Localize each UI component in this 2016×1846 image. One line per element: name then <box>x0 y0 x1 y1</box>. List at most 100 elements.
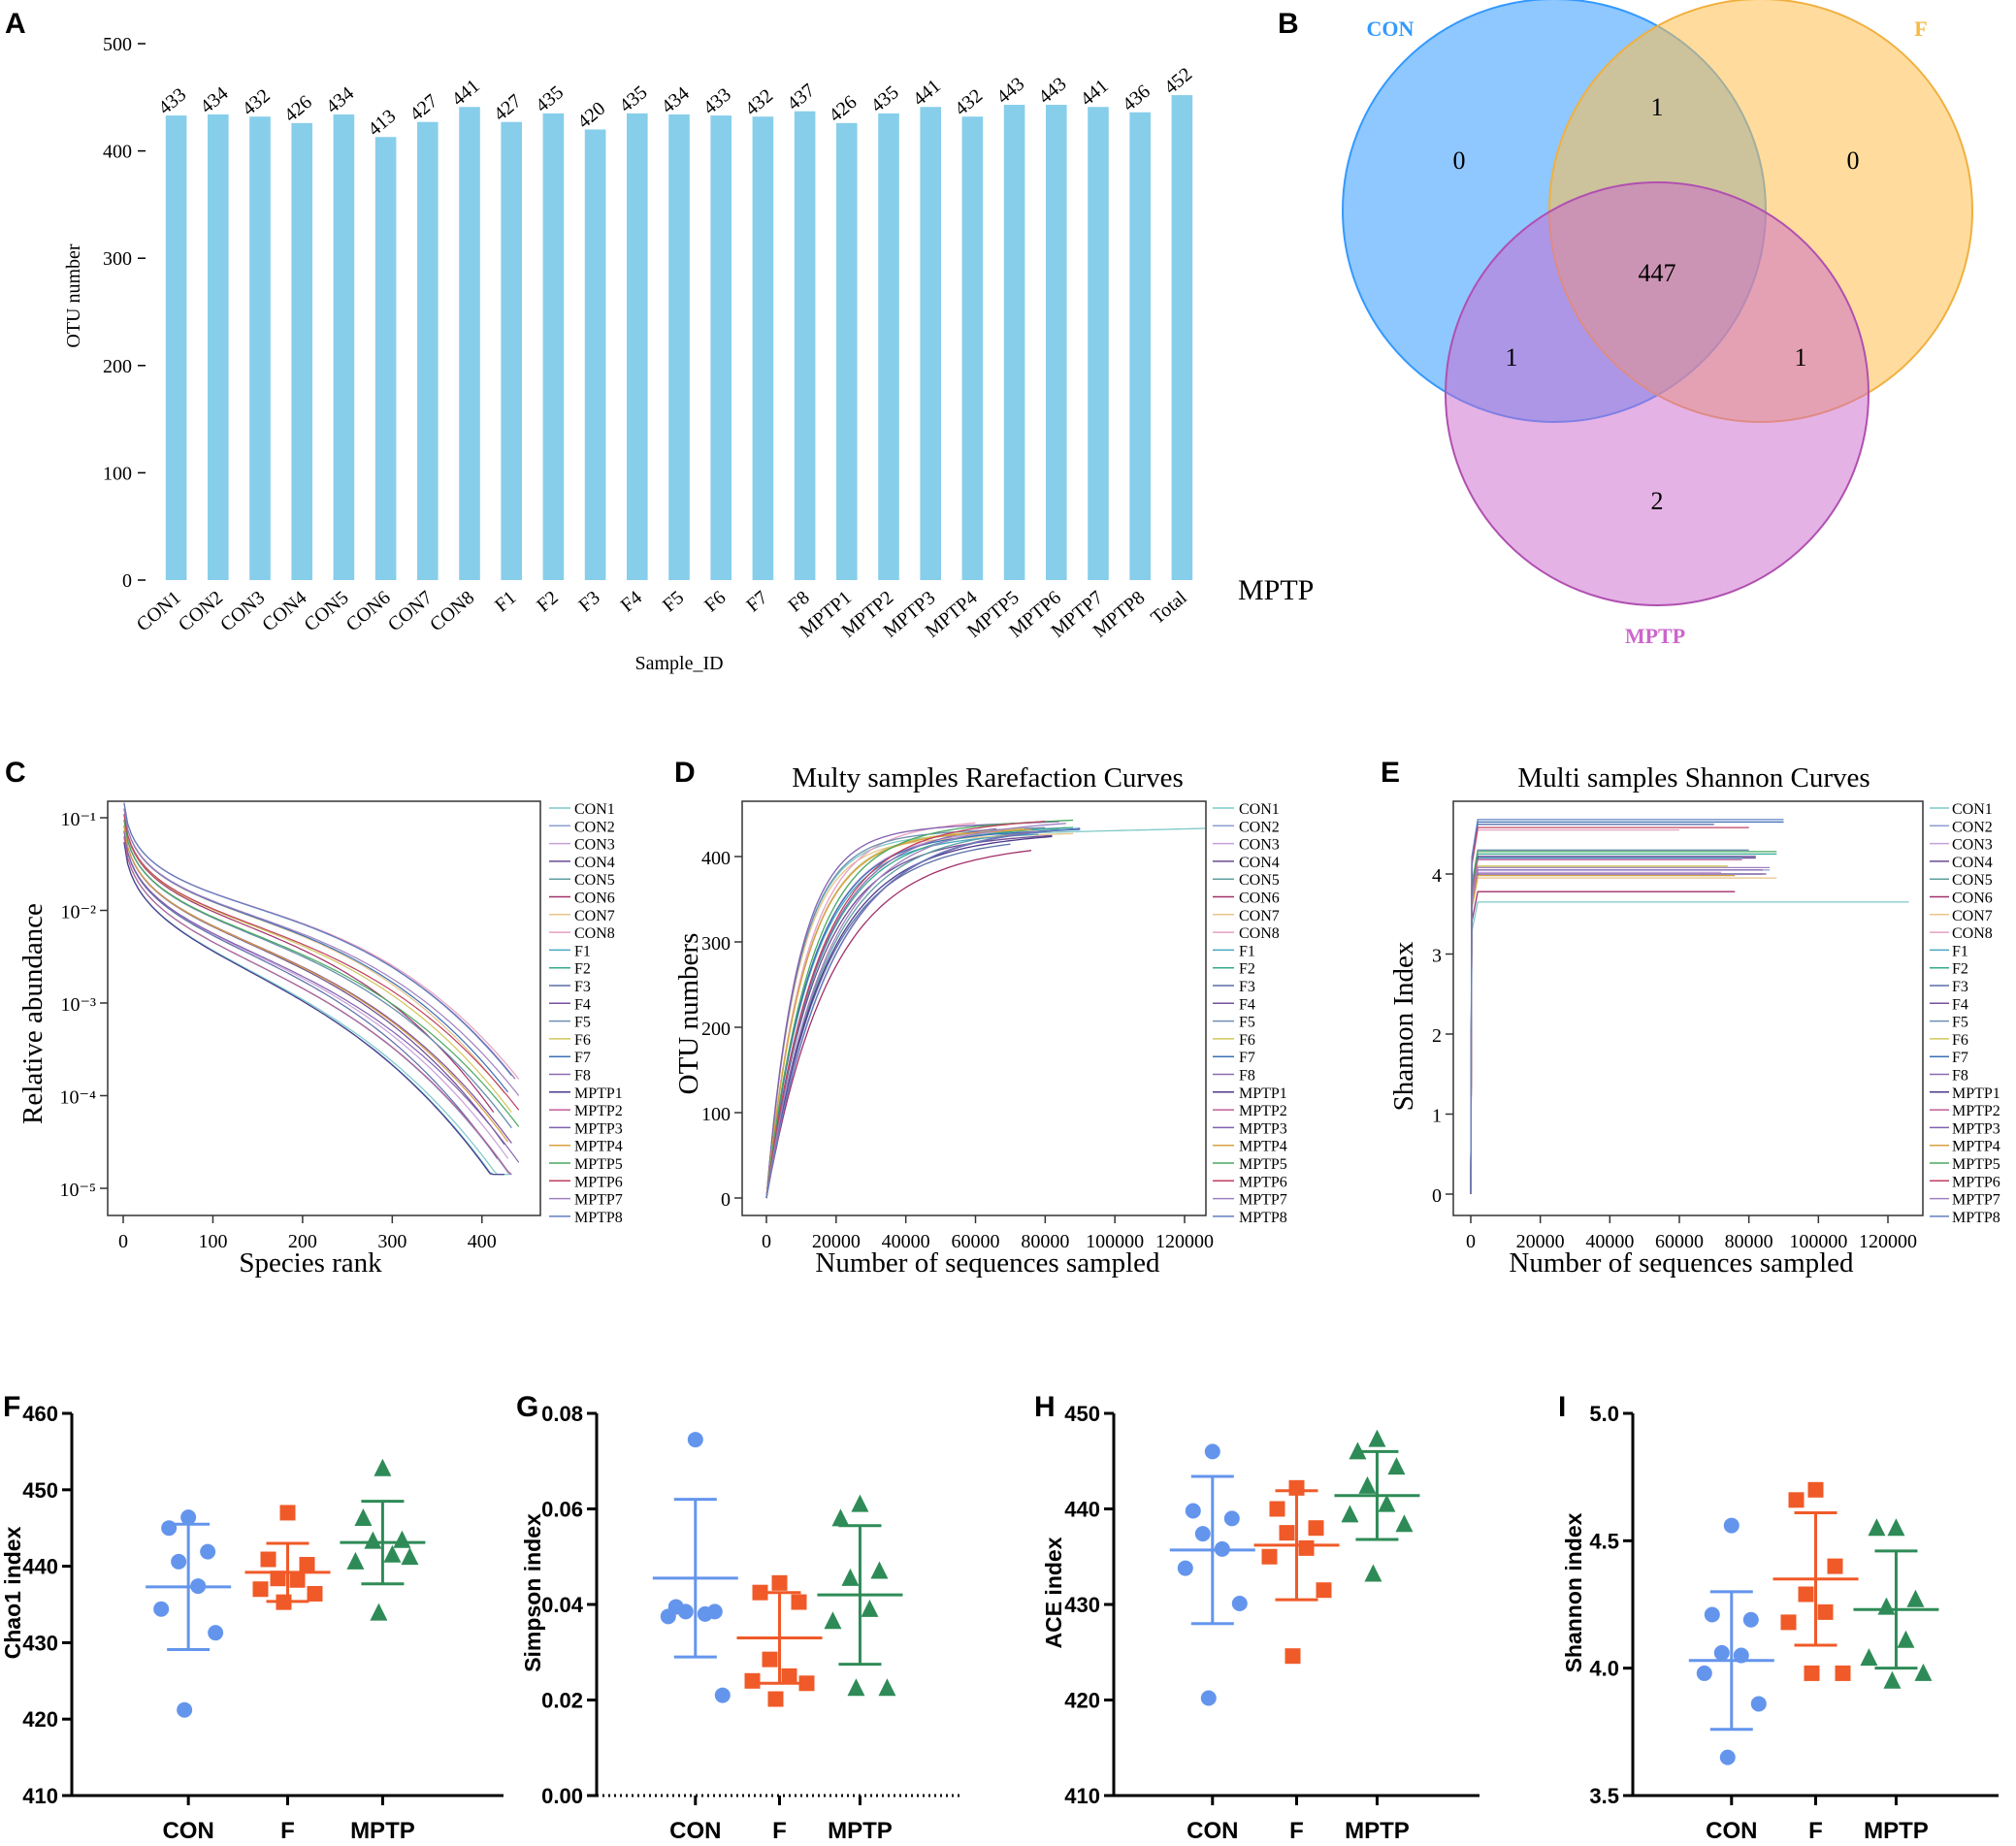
data-point-CON <box>200 1543 216 1560</box>
e-y-tick-label: 0 <box>1432 1185 1442 1207</box>
panel-letter-f: F <box>3 1391 20 1423</box>
a-x-tick-label-CON3: CON3 <box>216 587 269 635</box>
e-series-line-MPTP4 <box>1470 874 1736 1195</box>
a-value-label-F5: 434 <box>658 82 694 117</box>
y-tick-label: 0.02 <box>541 1689 583 1713</box>
venn-con-only: 0 <box>1453 146 1466 175</box>
c-legend-label-MPTP4: MPTP4 <box>574 1139 623 1155</box>
c-y-tick-label: 10⁻³ <box>60 994 96 1016</box>
c-series-line-F5 <box>123 819 512 1128</box>
e-legend-label-MPTP3: MPTP3 <box>1952 1120 2000 1137</box>
d-legend-label-CON3: CON3 <box>1239 837 1280 854</box>
a-bar-MPTP7 <box>1088 107 1109 580</box>
e-series-line-F8 <box>1470 873 1701 1195</box>
c-legend-label-F1: F1 <box>574 943 591 959</box>
a-value-label-MPTP7: 441 <box>1077 76 1113 111</box>
panel-a-annotation: MPTP <box>1238 574 1314 606</box>
c-series-line-CON3 <box>123 830 509 1159</box>
c-legend-label-F6: F6 <box>574 1032 591 1049</box>
a-x-tick-label-CON8: CON8 <box>426 587 478 635</box>
data-point-MPTP <box>831 1508 850 1527</box>
data-point-F <box>798 1675 815 1692</box>
panel-c-x-axis-label: Species rank <box>239 1247 382 1279</box>
data-point-CON <box>177 1701 193 1718</box>
y-tick-label: 0.06 <box>541 1498 583 1522</box>
a-bar-MPTP6 <box>1046 105 1067 581</box>
panel-f: F 410 420 430 440 450 460 CON F MPTP Chao1 index <box>0 1391 504 1844</box>
x-tick-label-F: F <box>1808 1818 1823 1844</box>
x-tick-label-MPTP: MPTP <box>350 1818 415 1844</box>
panel-h-y-axis-label: ACE index <box>1041 1537 1066 1648</box>
a-bar-MPTP2 <box>878 113 899 580</box>
a-x-tick-label-F7: F7 <box>742 587 771 616</box>
data-point-CON <box>1733 1647 1749 1664</box>
a-y-tick-label: 400 <box>103 142 132 163</box>
data-point-CON <box>1719 1749 1736 1765</box>
data-point-F <box>1269 1501 1285 1517</box>
c-x-tick-label: 400 <box>468 1231 497 1252</box>
a-bar-CON6 <box>374 137 397 581</box>
data-point-MPTP <box>1860 1648 1878 1667</box>
data-point-MPTP <box>393 1530 411 1548</box>
data-point-CON <box>153 1601 170 1617</box>
panel-letter-i: I <box>1558 1391 1566 1423</box>
a-bar-CON3 <box>249 116 271 580</box>
d-x-tick-label: 60000 <box>952 1231 1000 1252</box>
a-value-label-CON8: 441 <box>448 76 484 111</box>
d-legend-label-CON5: CON5 <box>1239 872 1280 889</box>
data-point-MPTP <box>1341 1505 1359 1523</box>
a-x-tick-label-Total: Total <box>1147 587 1191 629</box>
data-point-MPTP <box>1906 1589 1925 1607</box>
data-point-CON <box>660 1608 676 1625</box>
panel-letter-e: E <box>1381 757 1400 789</box>
a-value-label-CON3: 432 <box>239 85 275 120</box>
a-value-label-MPTP4: 432 <box>951 85 987 120</box>
e-y-tick-label: 1 <box>1432 1106 1442 1127</box>
data-point-F <box>1788 1492 1805 1508</box>
a-bar-MPTP3 <box>920 107 941 580</box>
panel-e: E Multi samples Shannon Curves 0 20000 400… <box>1381 757 2000 1279</box>
a-x-tick-label-F2: F2 <box>533 587 562 616</box>
a-bar-MPTP1 <box>836 122 858 581</box>
a-value-label-CON5: 434 <box>322 82 358 117</box>
a-x-tick-label-CON1: CON1 <box>133 587 185 635</box>
data-point-MPTP <box>1349 1441 1367 1460</box>
a-x-tick-label-CON7: CON7 <box>384 587 437 635</box>
a-bar-F7 <box>752 116 774 580</box>
e-legend-label-CON2: CON2 <box>1952 819 1993 835</box>
data-point-MPTP <box>354 1507 373 1526</box>
a-value-label-CON7: 427 <box>406 90 441 125</box>
y-tick-label: 460 <box>22 1402 58 1426</box>
data-point-CON <box>1194 1526 1211 1542</box>
y-tick-label: 0.08 <box>541 1402 583 1426</box>
panel-g-y-axis-label: Simpson index <box>520 1513 545 1672</box>
e-legend-label-F4: F4 <box>1952 996 1968 1013</box>
data-point-F <box>744 1672 761 1689</box>
data-point-MPTP <box>878 1678 896 1697</box>
c-legend-label-F5: F5 <box>574 1015 591 1031</box>
data-point-F <box>771 1574 788 1591</box>
panel-i-plot: 3.5 4.0 4.5 5.0 CON F MPTP <box>1589 1402 1999 1844</box>
d-series-line-MPTP8 <box>765 827 1081 1199</box>
c-x-tick-label: 0 <box>118 1231 128 1252</box>
venn-con-label: CON <box>1367 16 1414 41</box>
e-series-line-MPTP5 <box>1470 851 1777 1195</box>
data-point-F <box>1807 1481 1824 1498</box>
data-point-F <box>1284 1648 1301 1665</box>
a-x-tick-label-F3: F3 <box>574 587 603 616</box>
e-series-line-CON7 <box>1470 877 1777 1195</box>
data-point-MPTP <box>1364 1564 1382 1582</box>
data-point-MPTP <box>824 1611 842 1630</box>
a-bar-Total <box>1171 95 1193 580</box>
data-point-F <box>791 1594 807 1610</box>
data-point-MPTP <box>1387 1457 1406 1475</box>
e-legend-label-F1: F1 <box>1952 943 1968 959</box>
c-series-line-MPTP6 <box>123 813 520 1111</box>
data-point-F <box>752 1584 768 1601</box>
a-bar-CON4 <box>291 122 312 581</box>
data-point-CON <box>1696 1665 1712 1681</box>
e-y-tick-label: 3 <box>1432 946 1442 967</box>
d-legend-label-F1: F1 <box>1239 943 1255 959</box>
